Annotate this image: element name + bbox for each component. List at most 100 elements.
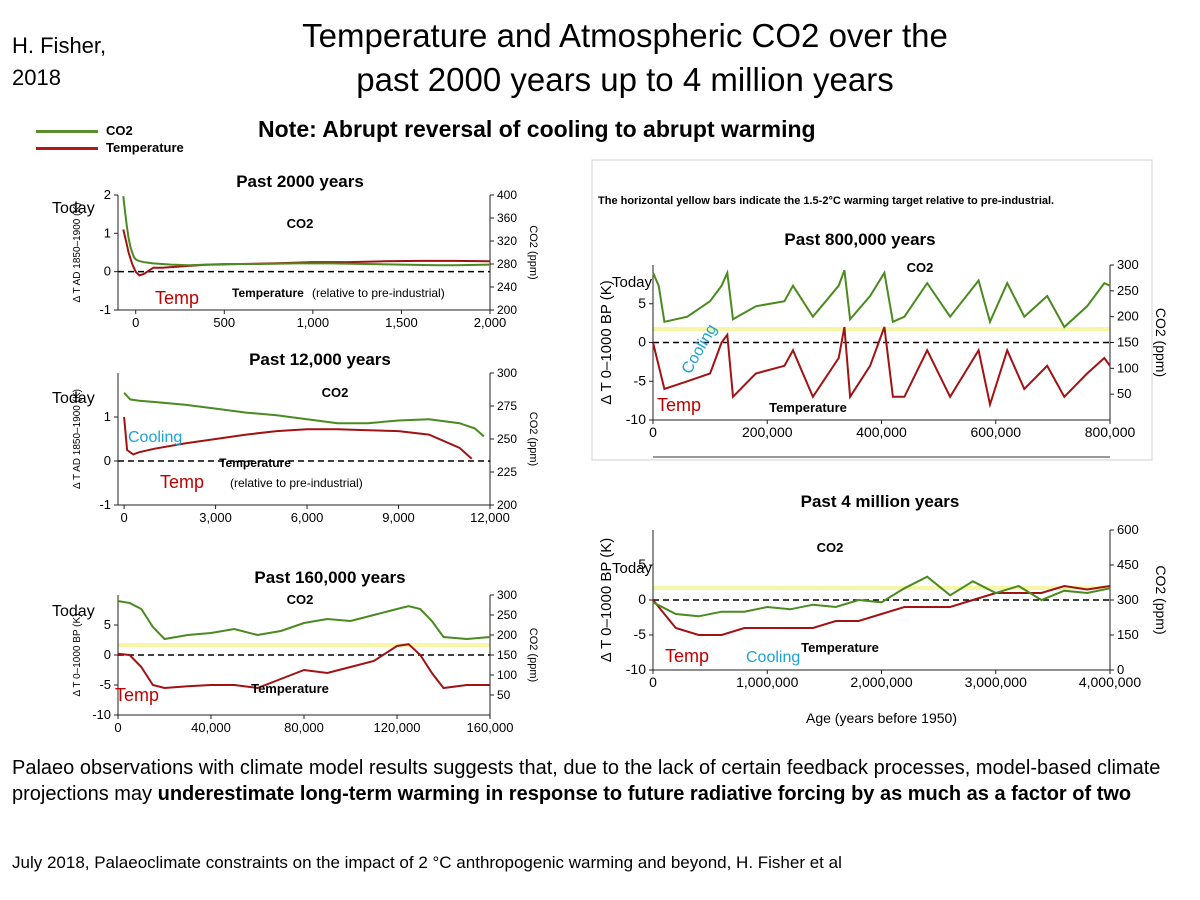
title-line-1: Temperature and Atmospheric CO2 over the [302,17,948,54]
chart-past-4-million-years: 0 1,000,000 2,000,000 3,000,000 4,000,000 Age… [598,492,1169,726]
x-tick-label: 0 [649,674,657,690]
temperature-series-line [652,326,1111,409]
panel-title: Past 160,000 years [254,568,405,587]
y-right-tick-label: 200 [497,498,517,512]
panel-frame [591,159,1153,461]
x-tick-label: 800,000 [1085,424,1136,440]
co2-series-label: CO2 [817,540,844,555]
x-tick-label: 120,000 [374,720,421,735]
yellow-bar-note: The horizontal yellow bars indicate the … [598,195,1054,207]
y-left-tick-label: -10 [626,661,646,677]
y-left-tick-label: -10 [92,707,111,722]
footer-bold: underestimate long-term warming in respo… [157,783,1132,805]
y-right-tick-label: 250 [497,608,517,622]
today-label: Today [52,390,95,407]
y-right-tick-label: 300 [1117,592,1139,607]
y-left-tick-label: -5 [634,372,647,388]
panel-title: Past 12,000 years [249,350,391,369]
y-right-tick-label: 300 [497,588,517,602]
y-right-tick-label: 240 [497,280,517,294]
author-name: H. Fisher, [12,33,107,58]
x-axis-title: Age (years before 1950) [806,710,957,726]
legend-swatch-co2 [36,130,98,133]
y-right-tick-label: 100 [1117,360,1139,375]
panel-title: Past 800,000 years [784,230,935,249]
today-label: Today [52,603,95,620]
temp-label: Temp [155,288,199,308]
y-right-tick-label: 225 [497,465,517,479]
target-band [653,327,1110,331]
y-right-tick-label: 150 [1117,335,1139,350]
x-tick-label: 2,000,000 [850,674,912,690]
co2-series-line [652,269,1111,329]
x-tick-label: 0 [114,720,121,735]
y-right-tick-label: 200 [497,628,517,642]
legend-label-co2: CO2 [106,123,133,138]
temperature-series-label: Temperature [232,286,304,300]
panel-title: Past 4 million years [801,492,960,511]
temperature-series-label: Temperature [769,400,847,415]
y-right-tick-label: 320 [497,234,517,248]
y-left-tick-label: 0 [104,264,111,279]
co2-series-line [117,600,491,641]
y-right-axis-title: CO2 (ppm) [527,225,539,279]
y-left-tick-label: 2 [104,187,111,202]
y-right-tick-label: 250 [1117,283,1139,298]
temperature-series-line [117,643,490,690]
y-right-tick-label: 150 [497,648,517,662]
y-left-tick-label: -5 [99,677,111,692]
y-right-tick-label: 200 [497,303,517,317]
x-tick-label: 6,000 [291,510,324,525]
x-tick-label: 2,000 [474,315,507,330]
chart-past-12000-years: 0 3,000 6,000 9,000 12,000 -1 0 1 200 225 250 275 30… [52,350,539,525]
y-right-tick-label: 50 [1117,386,1131,401]
y-right-axis-title: CO2 (ppm) [1153,308,1169,377]
y-left-axis-title: Δ T 0–1000 BP (K) [598,538,615,663]
legend-swatch-temperature [36,147,98,150]
x-tick-label: 3,000 [199,510,232,525]
y-left-tick-label: 5 [638,556,646,572]
x-tick-label: 0 [132,315,139,330]
x-tick-label: 500 [213,315,235,330]
y-left-axis-title: Δ T 0–1000 BP (K) [72,613,83,696]
temp-label: Temp [115,685,159,705]
legend-label-temperature: Temperature [106,140,184,155]
chart-past-160000-years: 0 40,000 80,000 120,000 160,000 -10 -5 0 5 50 100 1… [52,568,539,735]
today-label: Today [52,200,95,217]
y-right-tick-label: 0 [1117,662,1124,677]
y-right-tick-label: 450 [1117,557,1139,572]
x-tick-label: 9,000 [382,510,415,525]
author-label: H. Fisher, 2018 [12,30,106,94]
y-left-axis-title: Δ T 0–1000 BP (K) [598,280,615,405]
x-tick-label: 0 [120,510,127,525]
y-right-tick-label: 250 [497,432,517,446]
today-label: Today [612,274,653,291]
y-right-tick-label: 200 [1117,309,1139,324]
y-right-tick-label: 280 [497,257,517,271]
title-line-2: past 2000 years up to 4 million years [356,61,894,98]
x-tick-label: 1,500 [385,315,418,330]
co2-series-line [122,196,491,267]
author-year: 2018 [12,65,61,90]
y-left-tick-label: 0 [638,591,646,607]
today-label: Today [612,560,653,577]
y-left-tick-label: 0 [638,334,646,350]
temp-label: Temp [657,395,701,415]
y-left-axis-title: Δ T AD 1850–1900 (K) [72,203,83,303]
y-right-tick-label: 50 [497,688,511,702]
page-title: Temperature and Atmospheric CO2 over the… [225,14,1025,102]
x-tick-label: 200,000 [742,424,793,440]
temperature-series-label: Temperature [251,681,329,696]
co2-series-label: CO2 [322,385,349,400]
co2-series-label: CO2 [907,260,934,275]
temperature-series-label: Temperature [219,456,291,470]
y-left-tick-label: -1 [99,497,111,512]
y-right-axis-title: CO2 (ppm) [527,412,539,466]
relative-note: (relative to pre-industrial) [230,476,363,490]
co2-series-label: CO2 [287,592,314,607]
y-left-tick-label: -1 [99,302,111,317]
y-right-axis-title: CO2 (ppm) [1153,565,1169,634]
y-left-tick-label: 5 [104,617,111,632]
y-right-tick-label: 400 [497,188,517,202]
chart-past-2000-years: 0 500 1,000 1,500 2,000 -1 0 1 2 200 240 280 320 360 4… [52,172,539,330]
